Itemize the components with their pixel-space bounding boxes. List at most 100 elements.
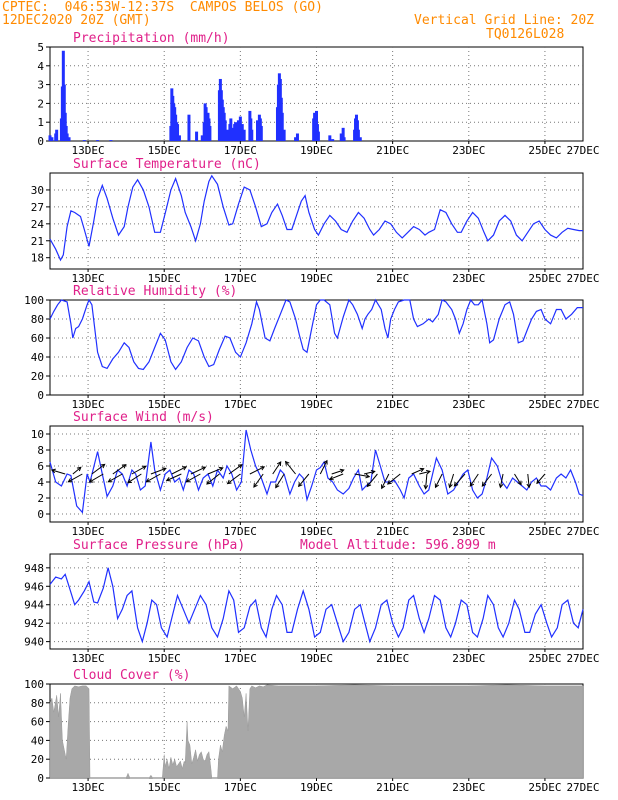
chart-4-wind-arrow [449,473,455,488]
chart-3-xtick-label: 17DEC [224,398,257,411]
chart-1-xtick-label: 23DEC [452,144,485,157]
chart-4-wind-arrow [411,468,424,475]
chart-1-ytick-label: 0 [37,135,44,148]
chart-1-bar [280,112,284,141]
chart-1-bar [341,127,345,141]
chart-1-xtick-label: 19DEC [300,144,333,157]
chart-5-ytick-label: 942 [24,617,44,630]
chart-1-bar [225,129,229,141]
chart-4-wind-arrowhead [276,461,282,467]
chart-1-ytick-label: 2 [37,97,44,110]
chart-4-wind-arrow [127,473,142,484]
chart-4-wind-arrowhead [145,478,151,483]
chart-4-wind-arrow [425,473,428,489]
chart-4-wind-arrowhead [423,484,429,490]
chart-5-xtick-label: 17DEC [224,652,257,665]
chart-4-ytick-label: 6 [37,460,44,473]
chart-4-wind-arrow [536,473,546,484]
chart-4-wind-arrow [285,461,296,475]
chart-4-wind-arrowhead [536,479,541,485]
chart-4-wind-arrowhead [370,469,376,475]
chart-1-bar [204,107,208,141]
chart-1-bar [109,140,113,141]
chart-4-wind-arrow [207,467,223,475]
chart-1-bar [240,124,244,141]
chart-6-title: Cloud Cover (%) [73,668,190,683]
chart-4-wind-arrowhead [201,466,207,471]
chart-6-xtick-label: 27DEC [566,781,599,794]
chart-2-xtick-label: 27DEC [566,272,599,285]
chart-4-wind-arrowhead [498,483,504,489]
chart-1-bar [316,131,320,141]
chart-3-ytick-label: 40 [31,351,44,364]
chart-4-wind-arrowhead [517,480,522,486]
chart-4-wind-arrowhead [50,468,56,474]
chart-4-wind-arrowhead [260,466,266,471]
chart-4-xtick-label: 27DEC [566,525,599,538]
chart-1-bar [342,137,346,141]
chart-1-bar [187,114,191,141]
chart-4-wind-arrow [72,466,82,475]
chart-1-bar [208,125,212,141]
chart-2-line [49,174,583,262]
chart-3-xtick-label: 23DEC [452,398,485,411]
chart-6-xtick-label: 17DEC [224,781,257,794]
chart-3-ytick-label: 80 [31,313,44,326]
chart-6-ytick-label: 40 [31,734,44,747]
chart-4-wind-arrow [366,473,378,487]
chart-4-wind-arrow [146,473,161,483]
chart-5-xtick-label: 25DEC [528,652,561,665]
chart-4-wind-arrow [253,473,264,488]
chart-1-xtick-label: 27DEC [566,144,599,157]
chart-4-wind-arrowhead [141,465,147,470]
chart-1-ytick-label: 1 [37,116,44,129]
chart-4-wind-arrowhead [481,481,487,487]
chart-2-xtick-label: 15DEC [148,272,181,285]
chart-4-wind-arrow [249,466,265,475]
chart-4-wind-arrow [272,461,282,475]
chart-1-bar [223,120,227,141]
chart-1-bar [96,140,100,141]
header-model-code: TQ0126L028 [486,27,565,42]
chart-1-bar [200,135,204,141]
chart-5-line [49,567,584,644]
chart-4-xtick-label: 15DEC [148,525,181,538]
chart-3-ytick-label: 100 [24,294,44,307]
chart-4-wind-arrowhead [448,483,453,489]
chart-4-wind-arrow [319,460,328,475]
chart-4-xtick-label: 25DEC [528,525,561,538]
chart-4-wind-arrow [131,465,147,475]
chart-4-wind-arrowhead [226,479,232,485]
chart-6-xtick-label: 13DEC [72,781,105,794]
chart-1-bar [259,125,263,141]
chart-3-ytick-label: 0 [37,389,44,402]
chart-6-area [49,684,584,779]
chart-1-ytick-label: 3 [37,79,44,92]
chart-3-xtick-label: 15DEC [148,398,181,411]
chart-4-wind-arrow [166,473,182,481]
chart-4-wind-arrowhead [526,483,532,489]
chart-4-wind-arrow [481,473,493,487]
chart-4-title: Surface Wind (m/s) [73,410,214,425]
chart-4-wind-arrowhead [127,478,132,484]
header-grid-note: Vertical Grid Line: 20Z [414,13,595,28]
header-station: CPTEC: 046:53W-12:37S CAMPOS BELOS (GO) [2,0,323,15]
chart-1-ytick-label: 5 [37,41,44,54]
chart-4-wind-arrow [331,469,344,475]
chart-2-xtick-label: 25DEC [528,272,561,285]
chart-4-wind-arrowhead [76,466,82,472]
chart-5-ytick-label: 940 [24,636,44,649]
chart-4-wind-arrow [171,466,187,475]
chart-4-wind-arrow [363,470,375,475]
chart-4-wind-arrow [108,473,123,483]
chart-4-wind-arrow [514,473,522,485]
chart-2-xtick-label: 23DEC [452,272,485,285]
chart-4-wind-arrow [435,473,443,488]
chart-4-wind-arrow [275,473,285,488]
chart-2-xtick-label: 21DEC [376,272,409,285]
chart-1-bar [328,135,332,141]
chart-4-wind-arrow [186,473,201,483]
chart-4-wind-arrow [51,469,66,475]
chart-4-wind-arrowhead [323,459,328,465]
